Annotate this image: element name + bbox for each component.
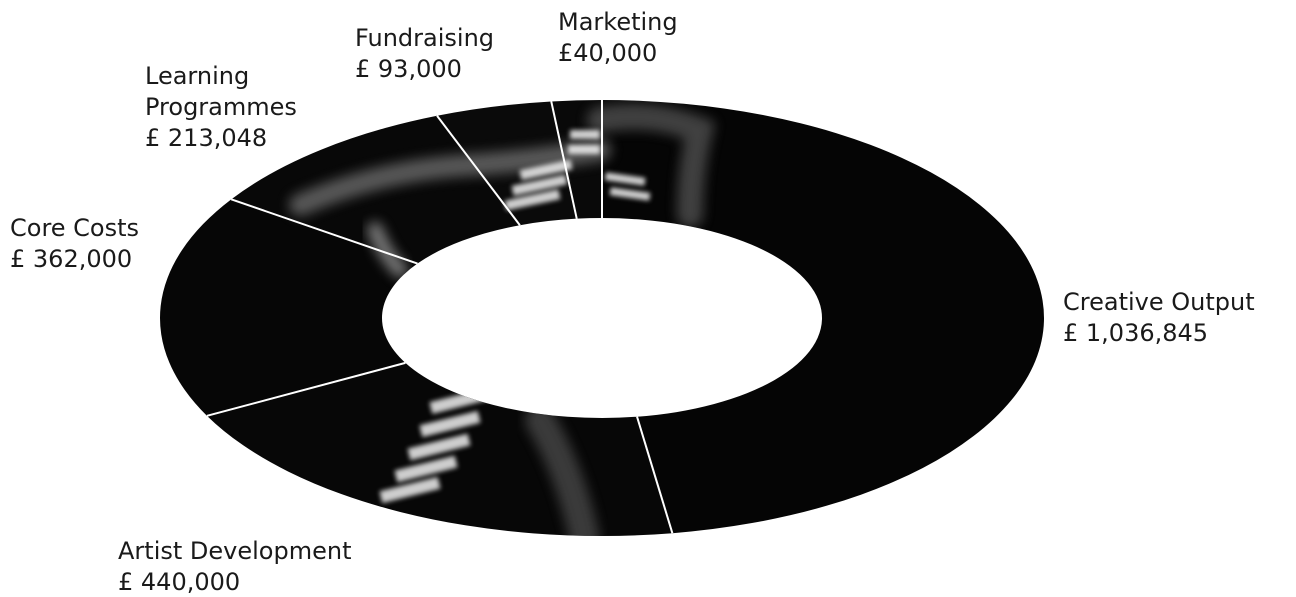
label-learning-programmes-line-1: Programmes (145, 93, 297, 121)
label-marketing-line-1: £40,000 (558, 39, 657, 67)
slice-creative-output (602, 100, 1044, 534)
label-core-costs-line-0: Core Costs (10, 214, 139, 242)
slice-dividers (206, 100, 674, 534)
slice-core-costs (160, 199, 418, 416)
divider-fundraising (436, 115, 521, 226)
divider-core-costs (206, 361, 406, 417)
label-artist-development-line-1: £ 440,000 (118, 568, 240, 596)
label-fundraising: Fundraising £ 93,000 (355, 24, 494, 83)
label-creative-output-line-1: £ 1,036,845 (1063, 319, 1208, 347)
divider-marketing (550, 101, 578, 219)
label-learning-programmes-line-2: £ 213,048 (145, 124, 267, 152)
label-marketing-line-0: Marketing (558, 8, 678, 36)
divider-learning-programmes (230, 198, 418, 265)
label-artist-development-line-0: Artist Development (118, 537, 351, 565)
divider-artist-development (636, 416, 674, 534)
label-fundraising-line-0: Fundraising (355, 24, 494, 52)
label-artist-development: Artist Development £ 440,000 (118, 537, 351, 596)
label-creative-output: Creative Output £ 1,036,845 (1063, 288, 1255, 347)
dancer-photo-texture (289, 103, 716, 536)
label-learning-programmes-line-0: Learning (145, 62, 249, 90)
label-learning-programmes: Learning Programmes £ 213,048 (145, 62, 297, 152)
label-core-costs-line-1: £ 362,000 (10, 245, 132, 273)
label-marketing: Marketing £40,000 (558, 8, 678, 67)
label-fundraising-line-1: £ 93,000 (355, 55, 462, 83)
label-creative-output-line-0: Creative Output (1063, 288, 1255, 316)
label-core-costs: Core Costs £ 362,000 (10, 214, 139, 273)
slice-labels: Creative Output £ 1,036,845 Artist Develop… (10, 8, 1255, 596)
